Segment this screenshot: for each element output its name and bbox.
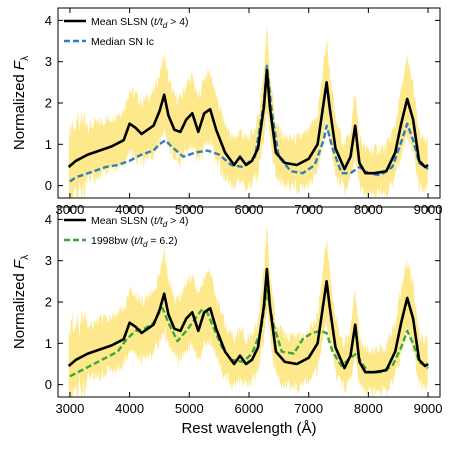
- comparison-line: [69, 288, 429, 378]
- y-tick-label: 1: [45, 137, 52, 152]
- y-axis-label: Normalized Fλ: [11, 56, 31, 150]
- x-axis-label: Rest wavelength (Å): [181, 420, 316, 437]
- y-tick-label: 2: [45, 295, 52, 310]
- legend-entry: 1998bw (t/td = 6.2): [91, 235, 177, 249]
- y-tick-label: 4: [45, 212, 52, 227]
- mean-variance-band: [68, 23, 428, 198]
- panel-top: 3000 4000 5000 6000 7000 8000 900001234Normali…: [11, 7, 443, 217]
- x-tick-label: 4000: [115, 401, 144, 416]
- x-tick-label: 9000: [414, 401, 443, 416]
- legend-entry: Mean SLSN (t/td > 4): [91, 16, 189, 30]
- panel-bottom: 3000 4000 5000 6000 7000 8000 9000 0 1 2 3 4 Normali…: [11, 206, 443, 437]
- x-tick-label: 3000: [55, 401, 84, 416]
- y-tick-label: 3: [45, 54, 52, 69]
- y-tick-label: 2: [45, 96, 52, 111]
- legend-entry: Mean SLSN (t/td > 4): [91, 215, 189, 229]
- y-axis-label: Normalized Fλ: [11, 255, 31, 349]
- mean-slsn-line: [67, 267, 429, 374]
- x-tick-label: 7000: [294, 401, 323, 416]
- y-tick-label: 4: [45, 13, 52, 28]
- y-tick-label: 0: [45, 377, 52, 392]
- x-tick-label: 6000: [235, 401, 264, 416]
- y-tick-label: 1: [45, 336, 52, 351]
- plot-area: [67, 23, 429, 198]
- y-tick-label: 0: [45, 178, 52, 193]
- x-tick-label: 8000: [354, 401, 383, 416]
- legend-entry: Median SN Ic: [91, 36, 154, 48]
- plot-area: [67, 224, 429, 397]
- y-tick-label: 3: [45, 253, 52, 268]
- mean-variance-band: [68, 224, 428, 397]
- mean-slsn-line: [67, 68, 429, 175]
- x-tick-label: 5000: [175, 401, 204, 416]
